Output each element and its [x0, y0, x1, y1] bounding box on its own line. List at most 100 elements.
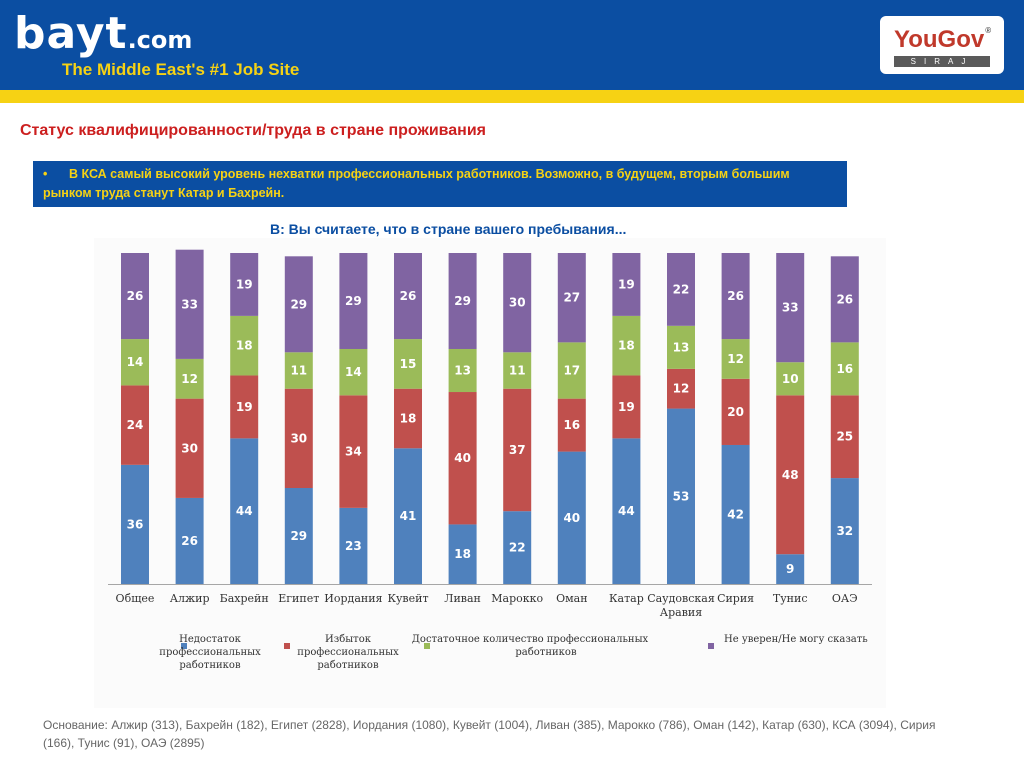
data-label: 22 — [673, 282, 690, 296]
data-label: 19 — [618, 277, 635, 291]
legend-label: профессиональных — [159, 647, 261, 658]
chart-panel — [94, 238, 886, 708]
bar-segment — [284, 352, 313, 389]
bar-segment — [503, 511, 532, 584]
data-label: 26 — [127, 289, 144, 303]
header-bar: bayt.com The Middle East's #1 Job Site Y… — [0, 0, 1024, 90]
data-label: 32 — [836, 524, 853, 538]
data-label: 40 — [563, 511, 580, 525]
bar-segment — [503, 352, 532, 389]
bar-segment — [284, 488, 313, 584]
data-label: 18 — [236, 339, 253, 353]
legend-label: Достаточное количество профессиональных — [412, 634, 649, 645]
bar-segment — [230, 253, 259, 316]
bar-segment — [721, 378, 750, 445]
data-label: 12 — [727, 352, 744, 366]
bar-segment — [557, 398, 586, 452]
data-label: 23 — [345, 539, 362, 553]
callout-box: • В КСА самый высокий уровень нехватки пр… — [33, 161, 847, 207]
legend-label: Не уверен/Не могу сказать — [724, 634, 868, 645]
data-label: 41 — [400, 509, 417, 523]
data-label: 30 — [290, 431, 307, 445]
x-tick-label: Оман — [556, 592, 587, 605]
data-label: 26 — [400, 289, 417, 303]
bar-segment — [175, 497, 204, 584]
x-tick-label: Саудовская — [647, 592, 715, 605]
x-tick-label: ОАЭ — [832, 592, 858, 605]
x-tick-label: Египет — [278, 592, 319, 605]
data-label: 29 — [290, 529, 307, 543]
bar-segment — [339, 395, 368, 508]
legend-label: Недостаток — [179, 634, 241, 645]
bar-segment — [394, 339, 422, 389]
yougov-logo[interactable]: YouGov® SIRAJ — [880, 16, 1004, 74]
data-label: 18 — [400, 412, 417, 426]
bar-segment — [557, 253, 586, 343]
data-label: 53 — [673, 489, 690, 503]
data-label: 12 — [181, 372, 198, 386]
bar-segment — [121, 339, 149, 386]
bar-segment — [230, 375, 259, 439]
data-label: 36 — [127, 517, 144, 531]
yougov-name: YouGov® — [894, 26, 991, 54]
x-tick-label: Катар — [609, 592, 644, 605]
bar-segment — [175, 249, 204, 359]
data-label: 44 — [618, 504, 635, 518]
bar-segment — [230, 315, 259, 376]
data-label: 30 — [509, 296, 526, 310]
yougov-reg: ® — [985, 26, 992, 35]
legend-label: профессиональных — [297, 647, 399, 658]
legend-label: работников — [317, 660, 379, 671]
tagline: The Middle East's #1 Job Site — [62, 60, 300, 79]
x-tick-label: Аравия — [660, 606, 702, 619]
bar-segment — [776, 362, 805, 396]
bar-segment — [667, 325, 695, 369]
legend-swatch — [424, 643, 430, 649]
data-label: 26 — [181, 534, 198, 548]
bar-segment — [721, 444, 750, 584]
bar-segment — [830, 256, 859, 343]
data-label: 24 — [127, 418, 144, 432]
data-label: 42 — [727, 507, 744, 521]
x-tick-label: Иордания — [324, 592, 382, 605]
data-label: 13 — [454, 364, 471, 378]
bar-segment — [776, 554, 805, 584]
data-label: 17 — [563, 364, 580, 378]
legend-label: Избыток — [325, 634, 372, 645]
bar-segment — [721, 253, 750, 340]
data-label: 30 — [181, 441, 198, 455]
bar-segment — [448, 253, 477, 349]
legend-label: работников — [515, 647, 577, 658]
bar-segment — [121, 464, 149, 584]
data-label: 33 — [782, 301, 799, 315]
bar-segment — [557, 342, 586, 399]
data-label: 10 — [782, 372, 799, 386]
data-label: 12 — [673, 382, 690, 396]
x-tick-label: Ливан — [444, 592, 481, 605]
bar-segment — [667, 368, 695, 409]
stacked-bar-chart: 36 24 14 26 Общее 26 30 12 33 Алжир 44 19 18 19 Бахрей… — [108, 249, 872, 671]
bar-segment — [503, 388, 532, 512]
question-text: В: Вы считаете, что в стране вашего преб… — [270, 221, 627, 237]
data-label: 34 — [345, 445, 362, 459]
bar-segment — [776, 253, 805, 363]
data-label: 26 — [727, 289, 744, 303]
bar-segment — [175, 398, 204, 498]
callout-bullet: • — [43, 167, 48, 181]
bayt-logo[interactable]: bayt.com — [14, 12, 192, 62]
x-tick-label: Тунис — [773, 592, 808, 605]
data-label: 25 — [836, 430, 853, 444]
data-label: 15 — [400, 357, 417, 371]
data-label: 18 — [454, 547, 471, 561]
data-label: 37 — [509, 443, 526, 457]
data-label: 27 — [563, 291, 580, 305]
data-label: 14 — [345, 365, 362, 379]
bar-segment — [448, 348, 477, 393]
yougov-text: YouGov — [894, 26, 985, 53]
yougov-sub: SIRAJ — [894, 56, 990, 67]
bar-segment — [776, 395, 805, 555]
bar-segment — [830, 395, 859, 479]
data-label: 18 — [618, 339, 635, 353]
data-label: 22 — [509, 541, 526, 555]
bar-segment — [612, 438, 641, 584]
